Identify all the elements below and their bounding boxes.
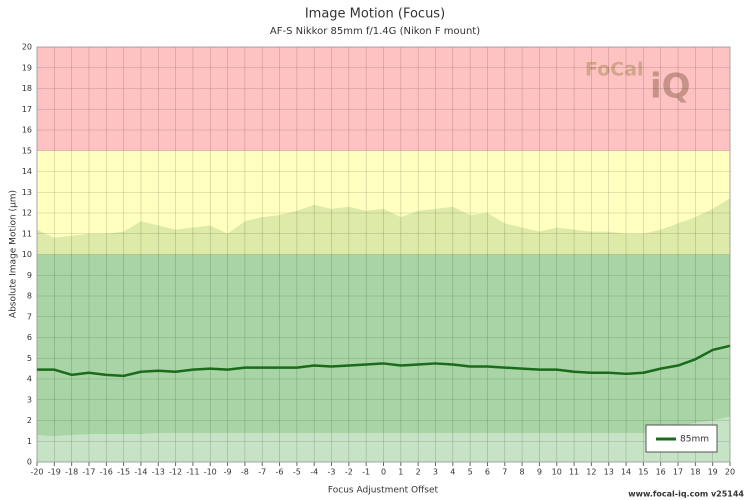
x-tick-label: 20 — [725, 468, 735, 477]
logo-text: iQ — [650, 67, 691, 107]
x-tick-label: -13 — [152, 468, 165, 477]
x-tick-label: -12 — [169, 468, 182, 477]
x-tick-label: 10 — [552, 468, 562, 477]
x-tick-label: 8 — [520, 468, 525, 477]
x-tick-label: -1 — [362, 468, 370, 477]
x-tick-label: 15 — [638, 468, 648, 477]
y-tick-label: 5 — [27, 354, 32, 363]
x-tick-label: -14 — [134, 468, 147, 477]
x-axis-label: Focus Adjustment Offset — [328, 486, 439, 496]
x-tick-label: 5 — [468, 468, 473, 477]
x-tick-label: -18 — [65, 468, 78, 477]
x-tick-label: -17 — [82, 468, 95, 477]
chart-subtitle: AF-S Nikkor 85mm f/1.4G (Nikon F mount) — [270, 26, 480, 37]
x-tick-label: -5 — [293, 468, 301, 477]
y-tick-label: 13 — [22, 188, 32, 197]
y-tick-label: 2 — [27, 416, 32, 425]
chart-title: Image Motion (Focus) — [305, 7, 445, 22]
x-tick-label: -7 — [258, 468, 266, 477]
y-tick-label: 0 — [27, 458, 32, 467]
zone — [37, 150, 730, 255]
x-tick-label: 3 — [433, 468, 438, 477]
y-axis-label: Absolute Image Motion (µm) — [9, 190, 19, 318]
y-tick-label: 10 — [22, 250, 32, 259]
band-upper-area — [37, 198, 730, 462]
y-tick-label: 6 — [27, 333, 32, 342]
y-tick-label: 18 — [22, 84, 32, 93]
x-tick-label: 0 — [381, 468, 386, 477]
zone — [37, 254, 730, 462]
legend-label: 85mm — [680, 435, 709, 445]
x-tick-label: 1 — [398, 468, 403, 477]
x-tick-label: -15 — [117, 468, 130, 477]
x-tick-label: 2 — [416, 468, 421, 477]
series-line — [37, 344, 731, 378]
y-tick-label: 19 — [22, 63, 32, 72]
y-tick-label: 15 — [22, 146, 32, 155]
x-tick-label: -4 — [310, 468, 318, 477]
x-tick-label: 16 — [656, 468, 666, 477]
x-tick-label: 12 — [586, 468, 596, 477]
x-tick-label: -11 — [186, 468, 199, 477]
x-tick-label: -6 — [276, 468, 284, 477]
y-tick-label: 3 — [27, 395, 32, 404]
plot-frame — [36, 46, 731, 463]
x-tick-label: -16 — [100, 468, 113, 477]
x-tick-label: -8 — [241, 468, 249, 477]
x-tick-label: 4 — [450, 468, 455, 477]
x-tick-label: -2 — [345, 468, 353, 477]
x-tick-label: 7 — [502, 468, 507, 477]
y-tick-label: 16 — [22, 126, 32, 135]
y-tick-label: 7 — [27, 312, 32, 321]
y-tick-label: 12 — [22, 209, 32, 218]
x-tick-label: 14 — [621, 468, 631, 477]
y-tick-label: 14 — [22, 167, 32, 176]
zone — [37, 47, 730, 151]
x-tick-label: -20 — [30, 468, 43, 477]
x-tick-label: 13 — [604, 468, 614, 477]
x-tick-label: 17 — [673, 468, 683, 477]
x-tick-label: 11 — [569, 468, 579, 477]
y-tick-label: 1 — [27, 437, 32, 446]
y-tick-label: 11 — [22, 229, 32, 238]
y-tick-label: 4 — [27, 375, 32, 384]
y-tick-label: 9 — [27, 271, 32, 280]
x-tick-label: -10 — [204, 468, 217, 477]
y-tick-label: 8 — [27, 292, 32, 301]
footer: www.focal-iq.com v25144 — [628, 490, 744, 499]
x-tick-label: 9 — [537, 468, 542, 477]
x-tick-label: -9 — [224, 468, 232, 477]
band-lower-area — [37, 416, 730, 462]
y-tick-label: 17 — [22, 105, 32, 114]
y-tick-label: 20 — [22, 43, 32, 52]
logo-text: FoCal — [585, 59, 644, 81]
x-tick-label: -19 — [48, 468, 61, 477]
x-tick-label: 6 — [485, 468, 490, 477]
x-tick-label: -3 — [328, 468, 336, 477]
x-tick-label: 18 — [690, 468, 700, 477]
x-tick-label: 19 — [708, 468, 718, 477]
